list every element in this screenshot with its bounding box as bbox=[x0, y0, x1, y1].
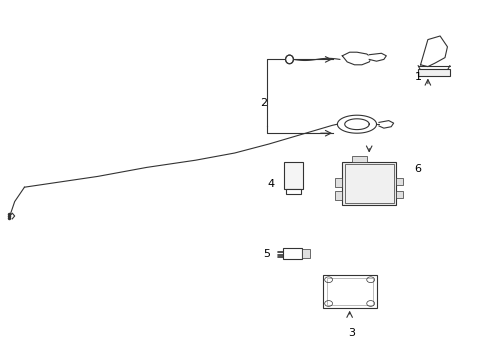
Bar bbox=[395, 191, 403, 198]
Bar bbox=[334, 191, 342, 200]
Polygon shape bbox=[378, 121, 393, 128]
Text: 5: 5 bbox=[263, 249, 269, 259]
Bar bbox=[344, 164, 393, 203]
Polygon shape bbox=[342, 52, 371, 65]
Bar bbox=[285, 189, 300, 194]
Bar bbox=[417, 69, 449, 76]
Bar bbox=[326, 278, 372, 305]
Text: 1: 1 bbox=[414, 72, 421, 82]
Bar bbox=[334, 178, 342, 187]
Polygon shape bbox=[368, 53, 386, 61]
Ellipse shape bbox=[285, 55, 293, 64]
Text: 3: 3 bbox=[348, 328, 355, 338]
Bar bbox=[395, 178, 403, 185]
Bar bbox=[322, 275, 376, 308]
Polygon shape bbox=[420, 36, 447, 67]
Bar bbox=[351, 156, 366, 162]
Bar bbox=[282, 248, 302, 259]
Bar bbox=[283, 162, 303, 189]
Bar bbox=[342, 162, 395, 205]
Bar bbox=[302, 249, 309, 258]
Text: 4: 4 bbox=[267, 179, 274, 189]
Text: 2: 2 bbox=[260, 98, 267, 108]
Polygon shape bbox=[10, 213, 15, 219]
Text: 6: 6 bbox=[414, 164, 421, 174]
